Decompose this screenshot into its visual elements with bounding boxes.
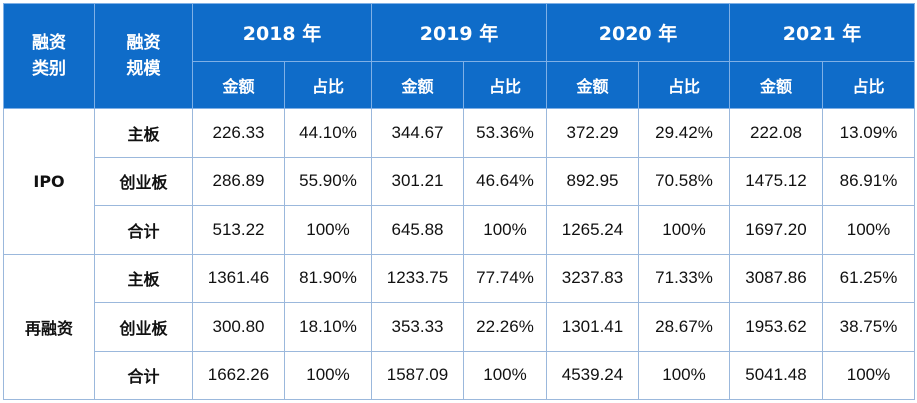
header-year-2018: 2018 年	[192, 3, 372, 62]
header-scale: 融资 规模	[94, 3, 193, 109]
header-year-2020: 2020 年	[546, 3, 730, 62]
cell-amount: 1697.20	[729, 205, 823, 255]
header-amount-2019: 金额	[371, 61, 464, 109]
cell-share: 100%	[284, 205, 372, 255]
cell-amount: 3087.86	[729, 253, 823, 303]
table-row: 合计 513.22 100% 645.88 100% 1265.24 100% …	[4, 205, 915, 255]
header-year-2019: 2019 年	[371, 3, 547, 62]
cell-amount: 892.95	[546, 156, 639, 206]
cell-amount: 353.33	[371, 302, 464, 352]
cell-amount: 513.22	[192, 205, 285, 255]
header-scale-label: 融资 规模	[126, 33, 161, 79]
cell-amount: 1265.24	[546, 205, 639, 255]
cell-share: 81.90%	[284, 253, 372, 303]
cell-share: 13.09%	[822, 108, 915, 158]
table-row: IPO 主板 226.33 44.10% 344.67 53.36% 372.2…	[3, 108, 915, 255]
cell-amount: 1587.09	[371, 350, 464, 400]
cell-share: 61.25%	[822, 253, 915, 303]
cell-share: 18.10%	[284, 302, 372, 352]
header-category: 融资 类别	[3, 3, 95, 109]
cell-share: 71.33%	[638, 253, 730, 303]
cell-amount: 344.67	[371, 108, 464, 158]
header-share-2021: 占比	[822, 61, 915, 109]
scale-total: 合计	[94, 205, 193, 255]
header-share-2020: 占比	[638, 61, 730, 109]
cell-amount: 222.08	[729, 108, 823, 158]
cell-amount: 1233.75	[371, 253, 464, 303]
cell-share: 53.36%	[463, 108, 547, 158]
cell-share: 77.74%	[463, 253, 547, 303]
cell-share: 100%	[638, 205, 730, 255]
financing-table: 融资 类别 融资 规模 2018 年 2019 年 2020 年 2021 年 …	[3, 3, 915, 400]
cell-share: 38.75%	[822, 302, 915, 352]
cell-share: 55.90%	[284, 156, 372, 206]
cell-amount: 300.80	[192, 302, 285, 352]
cell-share: 28.67%	[638, 302, 730, 352]
cell-amount: 1361.46	[192, 253, 285, 303]
cell-amount: 1953.62	[729, 302, 823, 352]
cell-share: 100%	[463, 350, 547, 400]
cell-amount: 1662.26	[192, 350, 285, 400]
cell-amount: 301.21	[371, 156, 464, 206]
header-category-label: 融资 类别	[32, 33, 66, 79]
cell-amount: 1301.41	[546, 302, 639, 352]
cell-amount: 4539.24	[546, 350, 639, 400]
table-row: 合计 1662.26 100% 1587.09 100% 4539.24 100…	[4, 350, 915, 400]
cell-amount: 3237.83	[546, 253, 639, 303]
cell-share: 46.64%	[463, 156, 547, 206]
cell-amount: 645.88	[371, 205, 464, 255]
header-share-2018: 占比	[284, 61, 372, 109]
category-ipo: IPO	[3, 108, 95, 255]
header-amount-2020: 金额	[546, 61, 639, 109]
table-row: 创业板 286.89 55.90% 301.21 46.64% 892.95 7…	[4, 156, 915, 206]
scale-chinext: 创业板	[94, 302, 193, 352]
cell-share: 29.42%	[638, 108, 730, 158]
category-refinancing: 再融资	[3, 253, 95, 400]
table-row: 再融资 主板 1361.46 81.90% 1233.75 77.74% 323…	[3, 253, 915, 400]
cell-share: 100%	[822, 205, 915, 255]
header-amount-2021: 金额	[729, 61, 823, 109]
header-share-2019: 占比	[463, 61, 547, 109]
cell-amount: 1475.12	[729, 156, 823, 206]
cell-share: 44.10%	[284, 108, 372, 158]
cell-amount: 5041.48	[729, 350, 823, 400]
cell-share: 100%	[638, 350, 730, 400]
scale-chinext: 创业板	[94, 156, 193, 206]
cell-amount: 372.29	[546, 108, 639, 158]
scale-total: 合计	[94, 350, 193, 400]
cell-share: 100%	[463, 205, 547, 255]
header-year-2021: 2021 年	[729, 3, 915, 62]
cell-amount: 286.89	[192, 156, 285, 206]
cell-share: 100%	[822, 350, 915, 400]
cell-share: 100%	[284, 350, 372, 400]
cell-share: 70.58%	[638, 156, 730, 206]
cell-amount: 226.33	[192, 108, 285, 158]
table-row: 创业板 300.80 18.10% 353.33 22.26% 1301.41 …	[4, 302, 915, 352]
header-amount-2018: 金额	[192, 61, 285, 109]
cell-share: 86.91%	[822, 156, 915, 206]
cell-share: 22.26%	[463, 302, 547, 352]
scale-main-board: 主板	[94, 108, 193, 158]
scale-main-board: 主板	[94, 253, 193, 303]
